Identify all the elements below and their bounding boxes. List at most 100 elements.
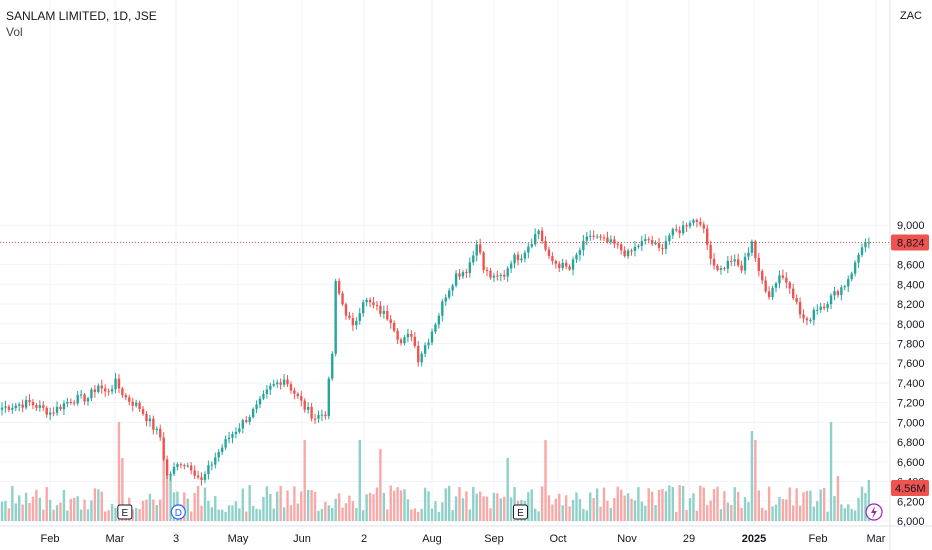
candle-body — [258, 398, 262, 405]
candle-body — [417, 346, 420, 363]
x-tick-label: May — [228, 533, 249, 545]
volume-bar — [661, 489, 664, 521]
volume-bar — [592, 497, 595, 521]
volume-bar — [771, 506, 774, 521]
candle-body — [850, 273, 853, 280]
candle-body — [234, 431, 238, 435]
volume-bar — [485, 496, 489, 521]
candle-body — [712, 258, 716, 266]
last-volume-value: 4.56M — [895, 483, 926, 495]
volume-bar — [719, 509, 723, 521]
volume-bar — [344, 503, 348, 521]
candle-body — [819, 306, 822, 310]
candle-body — [172, 466, 176, 474]
candle-body — [692, 220, 695, 223]
candle-body — [613, 239, 616, 244]
volume-bar — [348, 495, 351, 521]
volume-bar — [251, 505, 255, 521]
y-tick-label: 6,600 — [897, 457, 925, 469]
candle-body — [709, 244, 712, 259]
volume-bar — [100, 491, 103, 521]
volume-bar — [186, 498, 189, 521]
candle-body — [668, 235, 671, 242]
candle-body — [313, 418, 317, 420]
volume-indicator-label: Vol — [6, 25, 23, 39]
earnings-marker[interactable]: E — [117, 504, 133, 520]
candle-body — [492, 275, 496, 278]
volume-bar — [675, 511, 678, 521]
volume-bar — [97, 489, 100, 521]
volume-bar — [558, 493, 561, 521]
volume-bar — [740, 508, 743, 521]
candle-body — [688, 222, 692, 227]
candle-body — [472, 255, 475, 263]
volume-bar — [644, 505, 647, 521]
volume-bar — [458, 487, 461, 521]
volume-bar — [654, 505, 657, 521]
candle-body — [337, 281, 341, 294]
candle-body — [606, 237, 609, 243]
volume-bar — [193, 493, 196, 521]
candle-body — [812, 309, 816, 320]
candle-body — [90, 389, 93, 399]
candle-body — [795, 298, 798, 302]
volume-bar — [441, 502, 444, 521]
volume-bar — [685, 510, 688, 521]
y-tick-label: 6,800 — [897, 437, 925, 449]
y-tick-label: 7,600 — [897, 358, 925, 370]
y-tick-label: 7,000 — [897, 417, 925, 429]
candle-body — [348, 315, 351, 318]
candle-body — [73, 402, 76, 404]
candle-body — [11, 408, 14, 410]
volume-bar — [798, 505, 802, 521]
volume-bar — [626, 493, 630, 521]
candle-body — [52, 412, 55, 414]
candle-body — [771, 287, 774, 298]
volume-bar — [83, 499, 86, 521]
candle-body — [207, 465, 210, 475]
earnings-marker[interactable]: E — [512, 504, 528, 520]
candle-body — [420, 353, 423, 363]
candle-body — [826, 304, 829, 309]
volume-bar — [812, 506, 816, 521]
volume-bar — [31, 496, 35, 521]
lightning-icon[interactable] — [865, 503, 883, 521]
candle-body — [162, 437, 165, 460]
chart-ticker-title: SANLAM LIMITED, 1D, JSE — [6, 9, 157, 23]
volume-bar — [437, 511, 441, 521]
volume-bar — [269, 494, 272, 521]
candle-body — [231, 434, 234, 438]
candle-body — [468, 262, 472, 274]
volume-bar — [647, 488, 650, 521]
volume-bar — [650, 491, 654, 521]
volume-bar — [93, 488, 97, 521]
volume-bar — [609, 507, 613, 521]
candle-body — [179, 464, 183, 466]
candle-body — [816, 309, 819, 311]
volume-bar — [733, 487, 736, 521]
volume-bar — [410, 509, 413, 521]
candle-body — [200, 477, 203, 480]
volume-bar — [712, 489, 716, 521]
volume-bar — [220, 509, 224, 521]
candle-body — [220, 447, 224, 453]
candle-body — [785, 277, 788, 283]
volume-bar — [822, 487, 826, 521]
dividend-marker[interactable]: D — [170, 504, 186, 520]
volume-bar — [200, 505, 203, 521]
candle-body — [730, 260, 733, 262]
candle-body — [637, 245, 640, 247]
volume-bar — [564, 495, 568, 521]
x-tick-label: Mar — [867, 533, 886, 545]
volume-bar — [688, 498, 692, 521]
candle-body — [747, 252, 750, 257]
candle-body — [272, 384, 275, 386]
volume-bar — [351, 501, 355, 521]
candle-body — [248, 417, 251, 422]
candle-body — [685, 225, 688, 227]
candle-body — [392, 322, 396, 331]
volume-bar — [785, 499, 788, 521]
volume-bar — [90, 500, 93, 521]
candle-body — [754, 241, 757, 258]
